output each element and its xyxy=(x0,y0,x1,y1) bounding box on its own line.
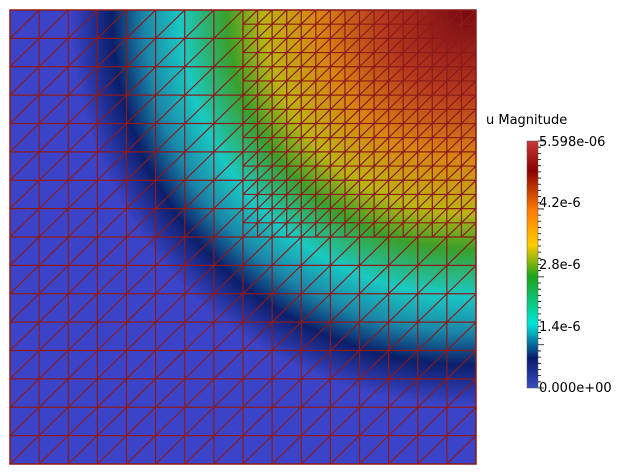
mesh-grid xyxy=(10,10,476,464)
legend-title: u Magnitude xyxy=(486,113,567,128)
legend-tick-marks xyxy=(538,140,544,389)
legend-min-label: 0.000e+00 xyxy=(539,381,612,396)
legend-tick-label: 1.4e-6 xyxy=(539,320,581,335)
legend-max-label: 5.598e-06 xyxy=(539,135,605,150)
mesh-plot xyxy=(10,10,476,464)
legend-colorbar xyxy=(526,140,539,389)
mesh-edges xyxy=(10,10,476,464)
plot-border xyxy=(9,9,477,465)
color-legend: u Magnitude 5.598e-06 4.2e-6 2.8e-6 1.4e… xyxy=(486,113,612,396)
legend-tick-label: 2.8e-6 xyxy=(539,258,581,273)
legend-tick-label: 4.2e-6 xyxy=(539,196,581,211)
legend-minor-ticks xyxy=(538,140,544,389)
